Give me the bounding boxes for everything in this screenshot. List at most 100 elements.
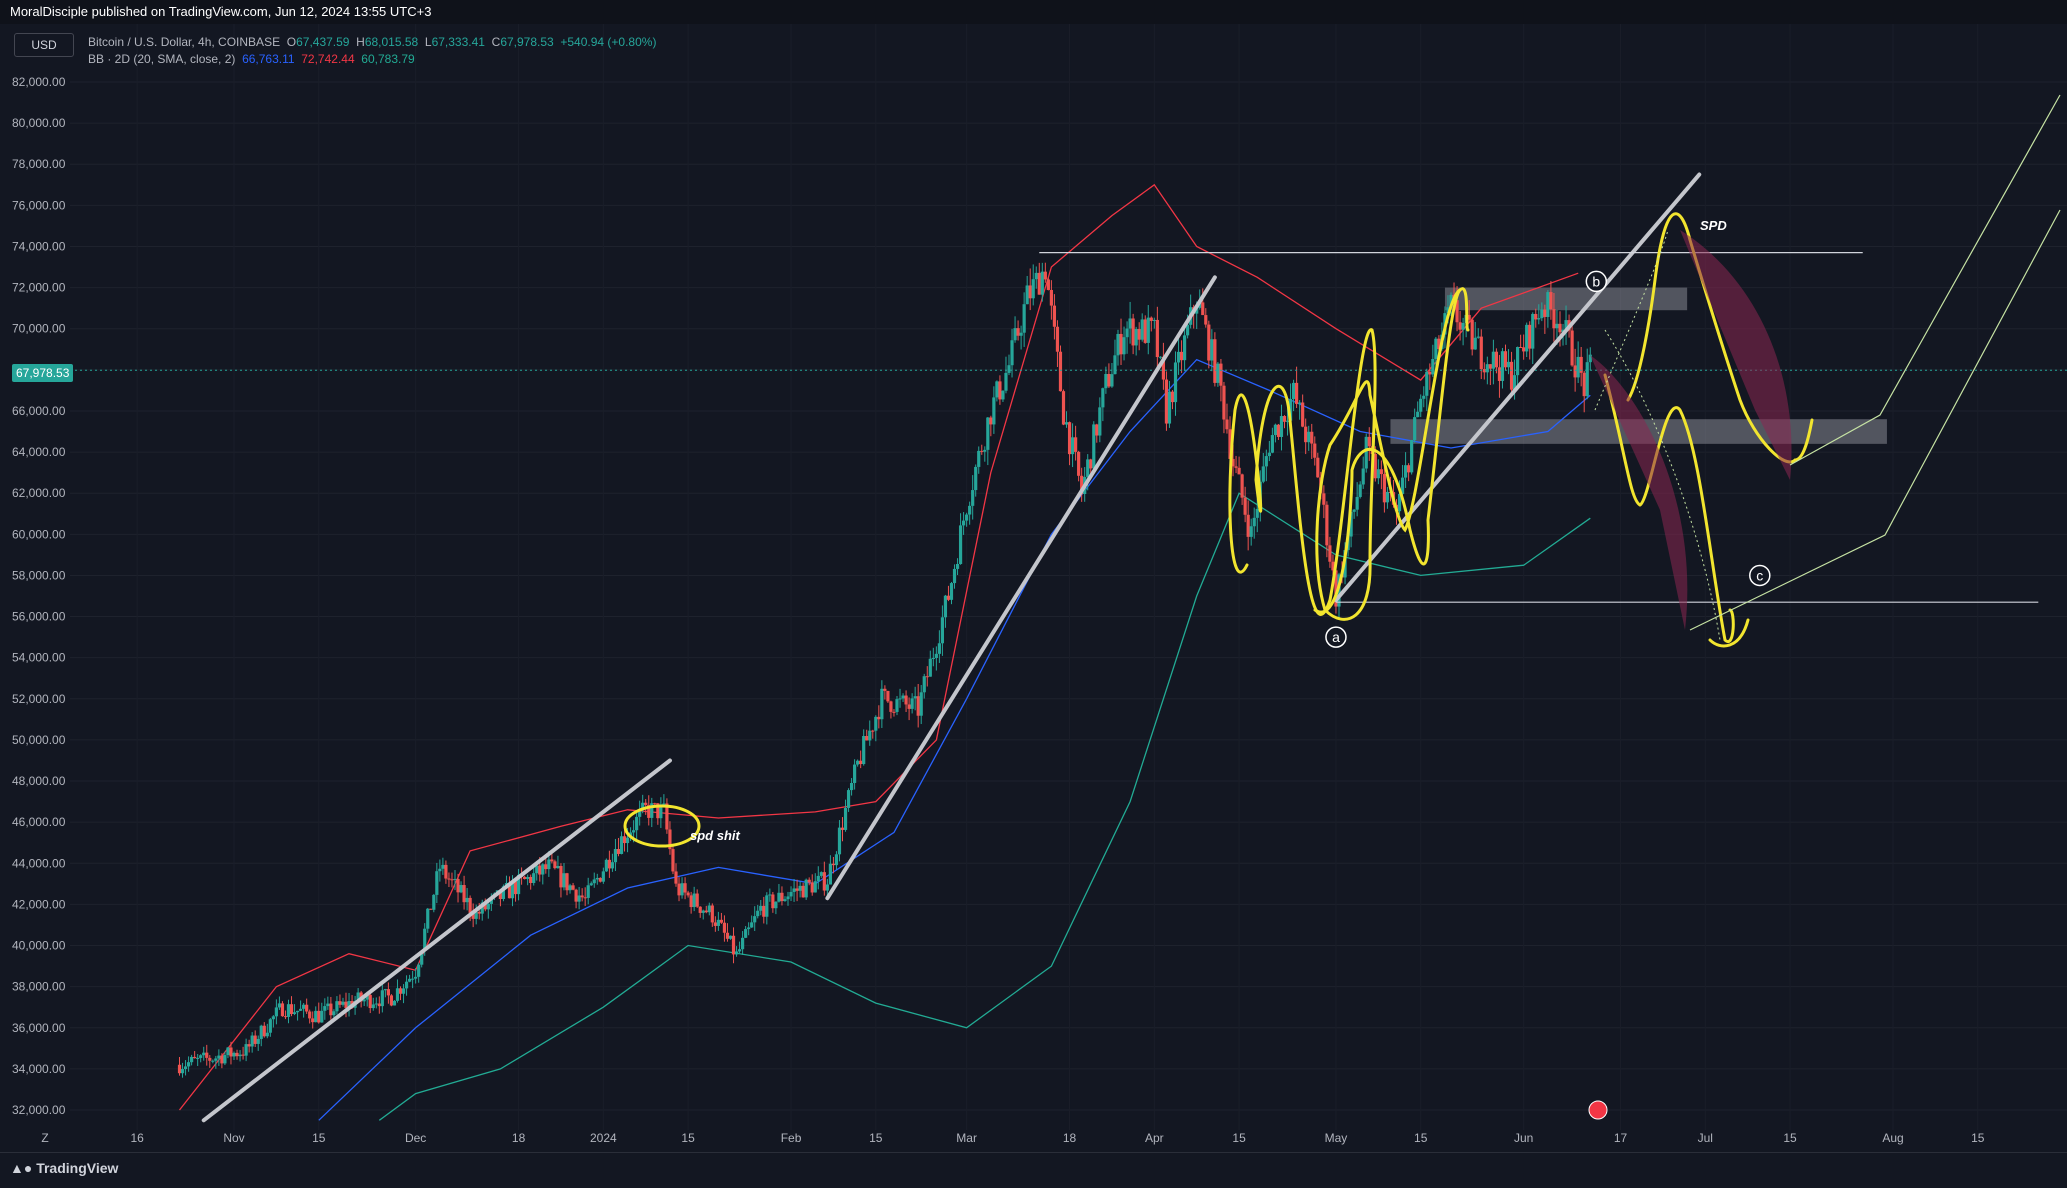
candle-body [1385, 491, 1390, 503]
candle-body [1367, 436, 1371, 447]
candle-body [462, 885, 466, 903]
candle-body [849, 782, 854, 791]
candle-body [513, 881, 518, 895]
candle-body [816, 875, 820, 882]
candle-body [1470, 319, 1474, 350]
candle-body [1431, 359, 1435, 375]
candle-body [562, 873, 566, 888]
candle-body [846, 790, 851, 808]
candle-body [1007, 365, 1011, 373]
candle-body [547, 859, 551, 870]
bb-lower-value: 60,783.79 [361, 52, 415, 66]
change-value: +540.94 (+0.80%) [560, 35, 657, 49]
candle-body [825, 884, 829, 891]
candle-body [580, 895, 584, 898]
candle-body [223, 1055, 227, 1064]
candle-body [1307, 431, 1311, 443]
candle-body [1482, 369, 1486, 373]
candle-body [895, 699, 899, 712]
current-price-tag: 67,978.53 [12, 364, 74, 382]
candle-body [535, 865, 539, 874]
candle-body [1137, 329, 1141, 340]
candle-body [392, 1000, 397, 1006]
tradingview-logo[interactable]: ▲● TradingView [10, 1160, 118, 1176]
candle-body [883, 688, 887, 691]
candle-body [1279, 416, 1284, 437]
currency-button[interactable]: USD [14, 33, 74, 57]
candle-body [1285, 420, 1290, 422]
candle-body [1537, 318, 1541, 320]
candle-body [193, 1056, 197, 1059]
candle-body [1243, 497, 1247, 515]
candle-body [241, 1054, 245, 1056]
candle-body [1164, 379, 1169, 424]
candle-body [1092, 424, 1096, 469]
candle-body [762, 905, 766, 917]
candle-body [768, 894, 772, 896]
candle-body [1013, 328, 1017, 341]
candle-body [1503, 351, 1508, 368]
candle-body [971, 490, 975, 506]
candle-body [1046, 279, 1050, 290]
candle-body [532, 873, 536, 883]
candle-body [774, 901, 778, 909]
candle-body [1422, 395, 1426, 399]
candle-body [529, 876, 533, 883]
candle-body [289, 1004, 294, 1015]
candle-body [1176, 351, 1181, 363]
candle-body [510, 881, 515, 899]
candle-body [604, 859, 608, 872]
candle-body [610, 862, 615, 869]
candle-body [689, 895, 693, 908]
candle-body [1104, 373, 1108, 389]
candle-body [974, 466, 978, 491]
candle-body [750, 922, 754, 928]
bb-legend-row: BB · 2D (20, SMA, close, 2) 66,763.11 72… [88, 51, 656, 68]
candle-body [1579, 356, 1583, 373]
candle-body [1400, 477, 1405, 494]
candle-body [1497, 367, 1502, 381]
trendline [201, 758, 672, 1123]
candle-body [659, 804, 663, 819]
candle-body [1416, 411, 1420, 418]
candle-body [1064, 422, 1069, 425]
candle-body [1234, 466, 1238, 468]
candle-body [1249, 526, 1253, 537]
candle-body [344, 1001, 348, 1009]
projection-shape-upper [1680, 230, 1792, 480]
time-axis-label: Jul [1698, 1131, 1713, 1145]
candle-body [904, 695, 908, 705]
candle-body [992, 397, 996, 425]
candle-body [1143, 319, 1147, 343]
candle-body [1485, 364, 1489, 373]
candle-body [856, 760, 860, 765]
candle-body [1570, 330, 1574, 366]
candle-body [1476, 336, 1480, 338]
candle-body [1291, 382, 1296, 399]
candle-body [668, 829, 672, 850]
candle-body [1155, 319, 1159, 358]
bb-lower-line [378, 492, 1591, 1121]
candle-body [786, 896, 790, 900]
candle-body [1355, 496, 1359, 510]
candle-body [1273, 424, 1278, 436]
candle-body [937, 643, 941, 654]
candle-body [1382, 474, 1387, 503]
candle-body [256, 1038, 260, 1044]
candle-body [680, 883, 684, 896]
price-axis-label: 78,000.00 [12, 157, 66, 171]
candle-body [1549, 292, 1553, 310]
price-axis-label: 50,000.00 [12, 733, 66, 747]
candle-body [383, 989, 387, 991]
candle-body [1028, 285, 1032, 299]
candle-body [616, 848, 621, 854]
candle-body [1276, 424, 1281, 437]
open-label: O [286, 35, 297, 49]
time-axis-label: Feb [781, 1131, 802, 1145]
candle-body [1146, 317, 1150, 343]
candle-body [744, 929, 748, 938]
price-axis-label: 70,000.00 [12, 322, 66, 336]
candle-body [789, 891, 793, 897]
candle-body [1173, 362, 1178, 403]
